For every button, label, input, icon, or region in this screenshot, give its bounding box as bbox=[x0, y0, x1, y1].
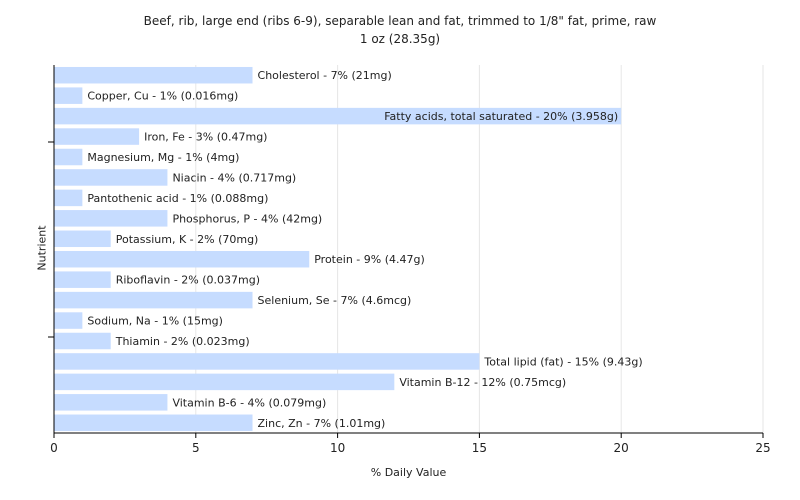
x-axis-label: % Daily Value bbox=[370, 466, 447, 479]
bar-label: Copper, Cu - 1% (0.016mg) bbox=[87, 90, 238, 103]
bar-label: Fatty acids, total saturated - 20% (3.95… bbox=[384, 110, 618, 123]
bar bbox=[54, 148, 83, 166]
bar bbox=[54, 210, 168, 227]
x-tick-label: 20 bbox=[614, 441, 629, 455]
chart-title: Beef, rib, large end (ribs 6-9), separab… bbox=[143, 14, 657, 28]
bar-label: Niacin - 4% (0.717mg) bbox=[172, 171, 296, 184]
bar bbox=[54, 230, 111, 248]
bar-label: Iron, Fe - 3% (0.47mg) bbox=[144, 131, 267, 144]
bar-label: Total lipid (fat) - 15% (9.43g) bbox=[483, 355, 642, 368]
chart-subtitle: 1 oz (28.35g) bbox=[359, 32, 441, 46]
bar bbox=[54, 107, 622, 125]
bar-label: Vitamin B-12 - 12% (0.75mcg) bbox=[399, 376, 566, 389]
bar bbox=[54, 312, 83, 329]
x-tick-label: 5 bbox=[192, 441, 200, 455]
bar bbox=[54, 250, 310, 268]
bar-label: Zinc, Zn - 7% (1.01mg) bbox=[258, 417, 386, 430]
bar bbox=[54, 128, 140, 145]
y-axis-label: Nutrient bbox=[35, 225, 49, 271]
bar bbox=[54, 394, 168, 411]
bar-label: Cholesterol - 7% (21mg) bbox=[258, 69, 392, 82]
x-tick-label: 10 bbox=[330, 441, 345, 455]
x-tick-label: 15 bbox=[472, 441, 487, 455]
bar bbox=[54, 169, 168, 186]
x-tick-label: 25 bbox=[755, 441, 770, 455]
bar-label: Protein - 9% (4.47g) bbox=[314, 253, 425, 266]
bar-label: Magnesium, Mg - 1% (4mg) bbox=[87, 151, 239, 164]
x-tick-label: 0 bbox=[50, 441, 58, 455]
bar bbox=[54, 332, 111, 350]
bar-label: Pantothenic acid - 1% (0.088mg) bbox=[87, 192, 268, 205]
bar-label: Riboflavin - 2% (0.037mg) bbox=[116, 274, 260, 287]
bar-label: Potassium, K - 2% (70mg) bbox=[116, 233, 259, 246]
bar bbox=[54, 414, 253, 432]
bar-label: Selenium, Se - 7% (4.6mcg) bbox=[258, 294, 412, 307]
bar bbox=[54, 66, 253, 84]
bar-label: Vitamin B-6 - 4% (0.079mg) bbox=[172, 396, 326, 409]
bar-label: Sodium, Na - 1% (15mg) bbox=[87, 315, 223, 328]
bar bbox=[54, 87, 83, 104]
bar-label: Phosphorus, P - 4% (42mg) bbox=[172, 212, 322, 225]
bar bbox=[54, 373, 395, 391]
bar bbox=[54, 291, 253, 309]
bar bbox=[54, 353, 480, 370]
bar bbox=[54, 189, 83, 207]
bar bbox=[54, 271, 111, 288]
bar-label: Thiamin - 2% (0.023mg) bbox=[115, 335, 250, 348]
